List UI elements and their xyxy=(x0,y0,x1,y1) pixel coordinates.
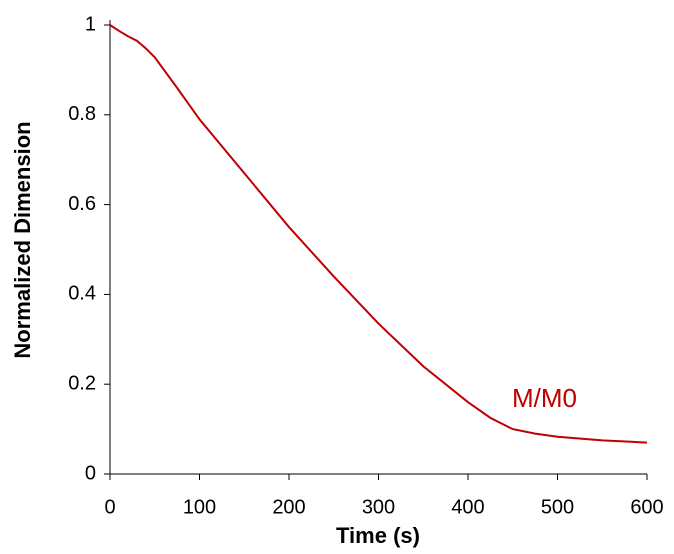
y-axis-title: Normalized Dimension xyxy=(10,121,35,358)
x-axis-title: Time (s) xyxy=(336,523,420,548)
x-tick-label: 300 xyxy=(362,496,395,518)
y-tick-label: 0.4 xyxy=(68,283,96,305)
y-tick-label: 0.8 xyxy=(68,103,96,125)
y-tick-label: 0.6 xyxy=(68,193,96,215)
y-tick-label: 0 xyxy=(85,462,96,484)
x-tick-label: 200 xyxy=(272,496,305,518)
x-tick-label: 100 xyxy=(183,496,216,518)
y-tick-label: 0.2 xyxy=(68,372,96,394)
x-tick-label: 600 xyxy=(630,496,663,518)
x-tick-label: 0 xyxy=(104,496,115,518)
y-tick-label: 1 xyxy=(85,13,96,35)
series-label: M/M0 xyxy=(512,383,577,413)
x-tick-label: 400 xyxy=(451,496,484,518)
x-tick-label: 500 xyxy=(541,496,574,518)
data-line xyxy=(109,24,648,444)
